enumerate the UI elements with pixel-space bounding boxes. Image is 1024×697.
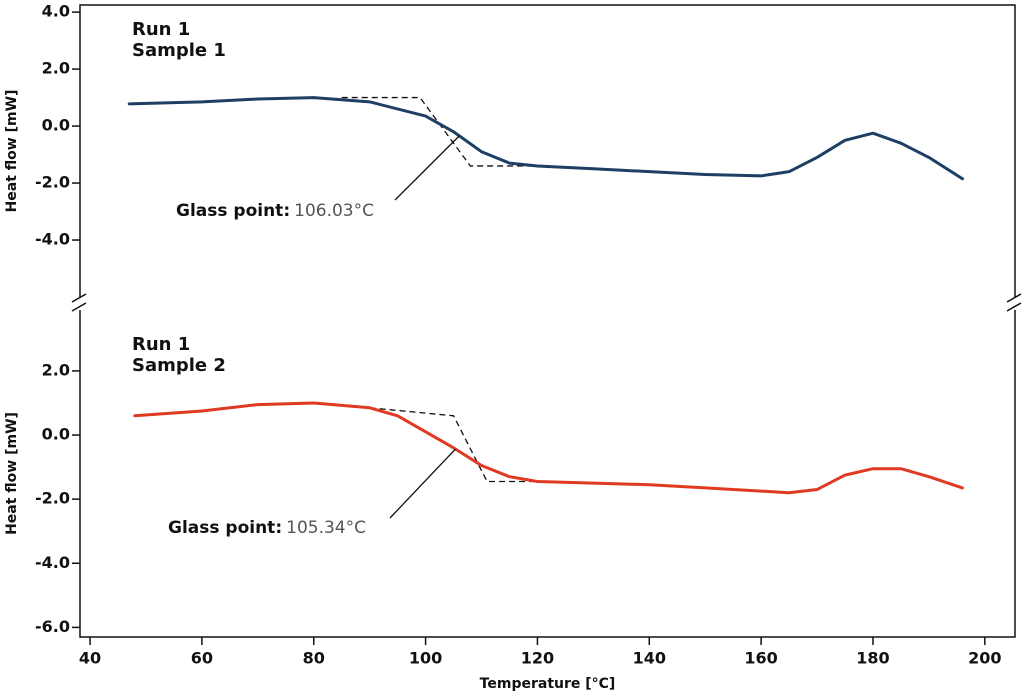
- panel-title: Run 1: [132, 19, 190, 40]
- y-tick-label: -2.0: [35, 489, 70, 508]
- frame: [71, 4, 1022, 638]
- y-tick-label: -6.0: [35, 617, 70, 636]
- y-tick-label: -4.0: [35, 553, 70, 572]
- y-tick-label: 2.0: [42, 360, 70, 379]
- annotation-pointer: [394, 135, 460, 201]
- series-line: [127, 96, 964, 181]
- panel-subtitle: Sample 1: [132, 40, 226, 61]
- panel-title: Run 1: [132, 334, 190, 355]
- x-tick-label: 160: [744, 649, 777, 668]
- y-tick-label: -4.0: [35, 230, 70, 249]
- tangent-line: [369, 407, 538, 483]
- x-tick-label: 200: [968, 649, 1001, 668]
- frame-bottom: [79, 310, 1016, 638]
- annotation: Glass point: 106.03°C: [176, 201, 374, 221]
- y-axis-label: Heat flow [mW]: [4, 90, 20, 213]
- annotation-pointer: [389, 448, 456, 519]
- x-tick-label: 40: [79, 649, 101, 668]
- annotation-value: 106.03°C: [294, 201, 374, 221]
- x-tick-label: 100: [409, 649, 442, 668]
- y-axis-label: Heat flow [mW]: [4, 412, 20, 535]
- annotation-label: Glass point:: [176, 201, 290, 221]
- x-axis-label: Temperature [°C]: [480, 676, 616, 692]
- annotation-label: Glass point:: [168, 518, 282, 538]
- x-tick-label: 140: [633, 649, 666, 668]
- axis-break: [71, 293, 1022, 312]
- panel-subtitle: Sample 2: [132, 355, 226, 376]
- series-line: [133, 401, 964, 495]
- annotation-value: 105.34°C: [286, 518, 366, 538]
- y-tick-label: 0.0: [42, 425, 70, 444]
- y-tick-label: 4.0: [42, 2, 70, 21]
- y-tick-label: -2.0: [35, 173, 70, 192]
- tangent-line: [341, 96, 549, 167]
- x-tick-label: 80: [303, 649, 325, 668]
- y-tick-label: 0.0: [42, 116, 70, 135]
- x-tick-label: 180: [856, 649, 889, 668]
- x-tick-label: 120: [521, 649, 554, 668]
- annotation: Glass point: 105.34°C: [168, 518, 366, 538]
- frame-top: [79, 4, 1016, 297]
- x-tick-label: 60: [191, 649, 213, 668]
- y-tick-label: 2.0: [42, 59, 70, 78]
